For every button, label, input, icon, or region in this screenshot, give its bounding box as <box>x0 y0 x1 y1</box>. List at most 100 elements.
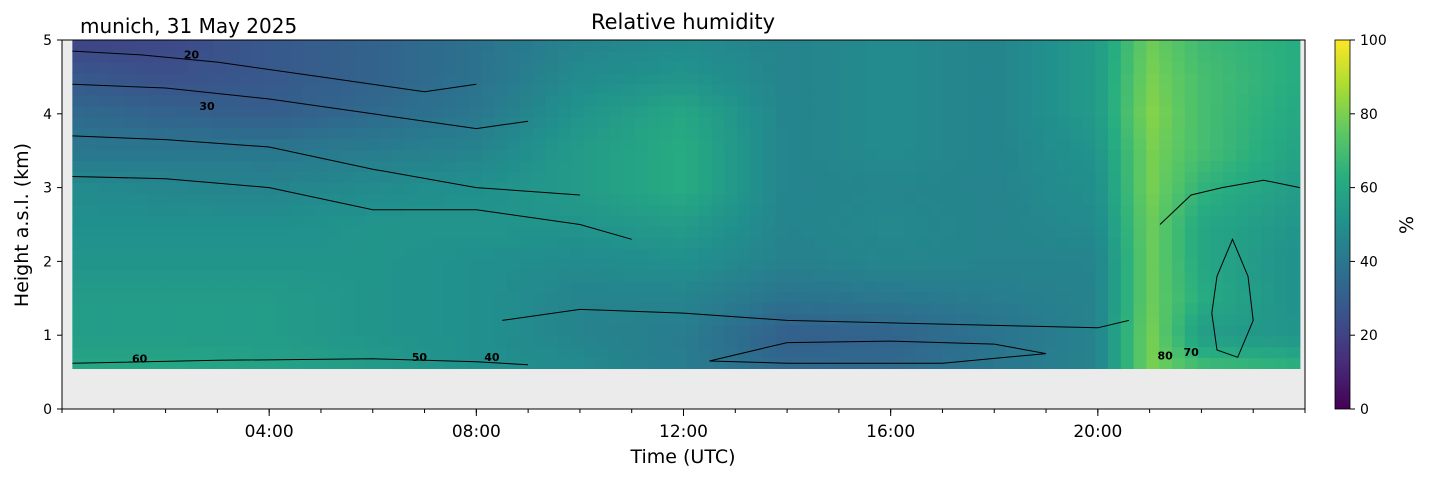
heatmap-cell <box>1082 215 1096 227</box>
heatmap-cell <box>801 324 815 337</box>
heatmap-cell <box>1287 61 1301 74</box>
heatmap-cell <box>1082 127 1096 140</box>
heatmap-cell <box>724 324 738 337</box>
heatmap-cell <box>941 280 956 293</box>
heatmap-cell <box>1223 247 1237 260</box>
heatmap-cell <box>200 61 214 74</box>
y-axis-label: Height a.s.l. (km) <box>11 143 33 307</box>
heatmap-cell <box>698 61 713 74</box>
x-axis-label: Time (UTC) <box>629 446 735 468</box>
heatmap-cell <box>519 357 534 370</box>
heatmap-cell <box>660 215 674 227</box>
heatmap-cell <box>1197 324 1211 337</box>
heatmap-cell <box>1210 258 1224 271</box>
heatmap-cell <box>852 127 866 140</box>
heatmap-cell <box>532 116 547 129</box>
heatmap-cell <box>596 215 610 227</box>
heatmap-cell <box>1120 193 1135 205</box>
heatmap-cell <box>1197 50 1211 63</box>
heatmap-cell <box>174 182 189 194</box>
heatmap-cell <box>468 171 483 183</box>
heatmap-cell <box>967 127 981 140</box>
heatmap-cell <box>941 237 956 249</box>
heatmap-cell <box>1056 335 1071 348</box>
heatmap-cell <box>545 291 559 304</box>
heatmap-cell <box>686 346 700 359</box>
heatmap-cell <box>992 269 1007 282</box>
heatmap-cell <box>161 40 176 52</box>
heatmap-cell <box>967 105 981 118</box>
heatmap-cell <box>686 247 700 260</box>
heatmap-cell <box>328 171 342 183</box>
heatmap-cell <box>264 357 278 370</box>
heatmap-cell <box>1082 335 1096 348</box>
heatmap-cell <box>660 40 674 52</box>
heatmap-cell <box>213 193 227 205</box>
heatmap-cell <box>583 83 598 96</box>
heatmap-cell <box>634 313 649 326</box>
heatmap-cell <box>392 226 406 238</box>
heatmap-cell <box>494 94 508 107</box>
heatmap-cell <box>583 313 598 326</box>
heatmap-cell <box>264 105 278 118</box>
heatmap-cell <box>775 50 789 63</box>
heatmap-cell <box>430 269 444 282</box>
heatmap-cell <box>507 171 521 183</box>
heatmap-cell <box>1108 61 1122 74</box>
heatmap-cell <box>1146 269 1160 282</box>
heatmap-cell <box>443 116 457 129</box>
heatmap-cell <box>980 40 994 52</box>
heatmap-cell <box>1184 171 1199 183</box>
heatmap-cell <box>583 291 598 304</box>
heatmap-cell <box>1210 280 1224 293</box>
heatmap-cell <box>813 40 828 52</box>
heatmap-cell <box>839 127 853 140</box>
heatmap-cell <box>609 346 623 359</box>
heatmap-cell <box>187 335 201 348</box>
heatmap-cell <box>481 357 495 370</box>
heatmap-cell <box>1056 226 1071 238</box>
heatmap-cell <box>1210 313 1224 326</box>
heatmap-cell <box>72 94 86 107</box>
heatmap-cell <box>1018 116 1032 129</box>
heatmap-cell <box>1171 324 1186 337</box>
heatmap-cell <box>558 226 572 238</box>
heatmap-cell <box>417 313 431 326</box>
heatmap-cell <box>992 72 1007 85</box>
heatmap-cell <box>1146 40 1160 52</box>
heatmap-cell <box>379 226 393 238</box>
heatmap-cell <box>737 291 751 304</box>
heatmap-cell <box>1235 226 1250 238</box>
heatmap-cell <box>110 83 125 96</box>
heatmap-cell <box>788 280 802 293</box>
heatmap-cell <box>366 171 380 183</box>
heatmap-cell <box>315 127 329 140</box>
heatmap-cell <box>353 324 368 337</box>
heatmap-cell <box>353 50 368 63</box>
heatmap-cell <box>826 226 841 238</box>
heatmap-cell <box>673 324 687 337</box>
heatmap-cell <box>1108 357 1122 370</box>
heatmap-cell <box>762 204 777 216</box>
heatmap-cell <box>1171 204 1186 216</box>
heatmap-cell <box>558 83 572 96</box>
heatmap-cell <box>213 182 227 194</box>
heatmap-cell <box>468 94 483 107</box>
heatmap-cell <box>174 215 189 227</box>
heatmap-cell <box>136 269 150 282</box>
heatmap-cell <box>1108 335 1122 348</box>
heatmap-cell <box>225 357 240 370</box>
heatmap-cell <box>123 182 137 194</box>
heatmap-cell <box>647 193 662 205</box>
heatmap-cell <box>1095 72 1109 85</box>
heatmap-cell <box>72 258 86 271</box>
heatmap-cell <box>1197 215 1211 227</box>
heatmap-cell <box>1056 237 1071 249</box>
heatmap-cell <box>583 61 598 74</box>
heatmap-cell <box>1095 182 1109 194</box>
heatmap-cell <box>1274 247 1288 260</box>
heatmap-cell <box>1069 50 1084 63</box>
heatmap-cell <box>839 258 853 271</box>
heatmap-cell <box>392 258 406 271</box>
heatmap-cell <box>954 94 968 107</box>
